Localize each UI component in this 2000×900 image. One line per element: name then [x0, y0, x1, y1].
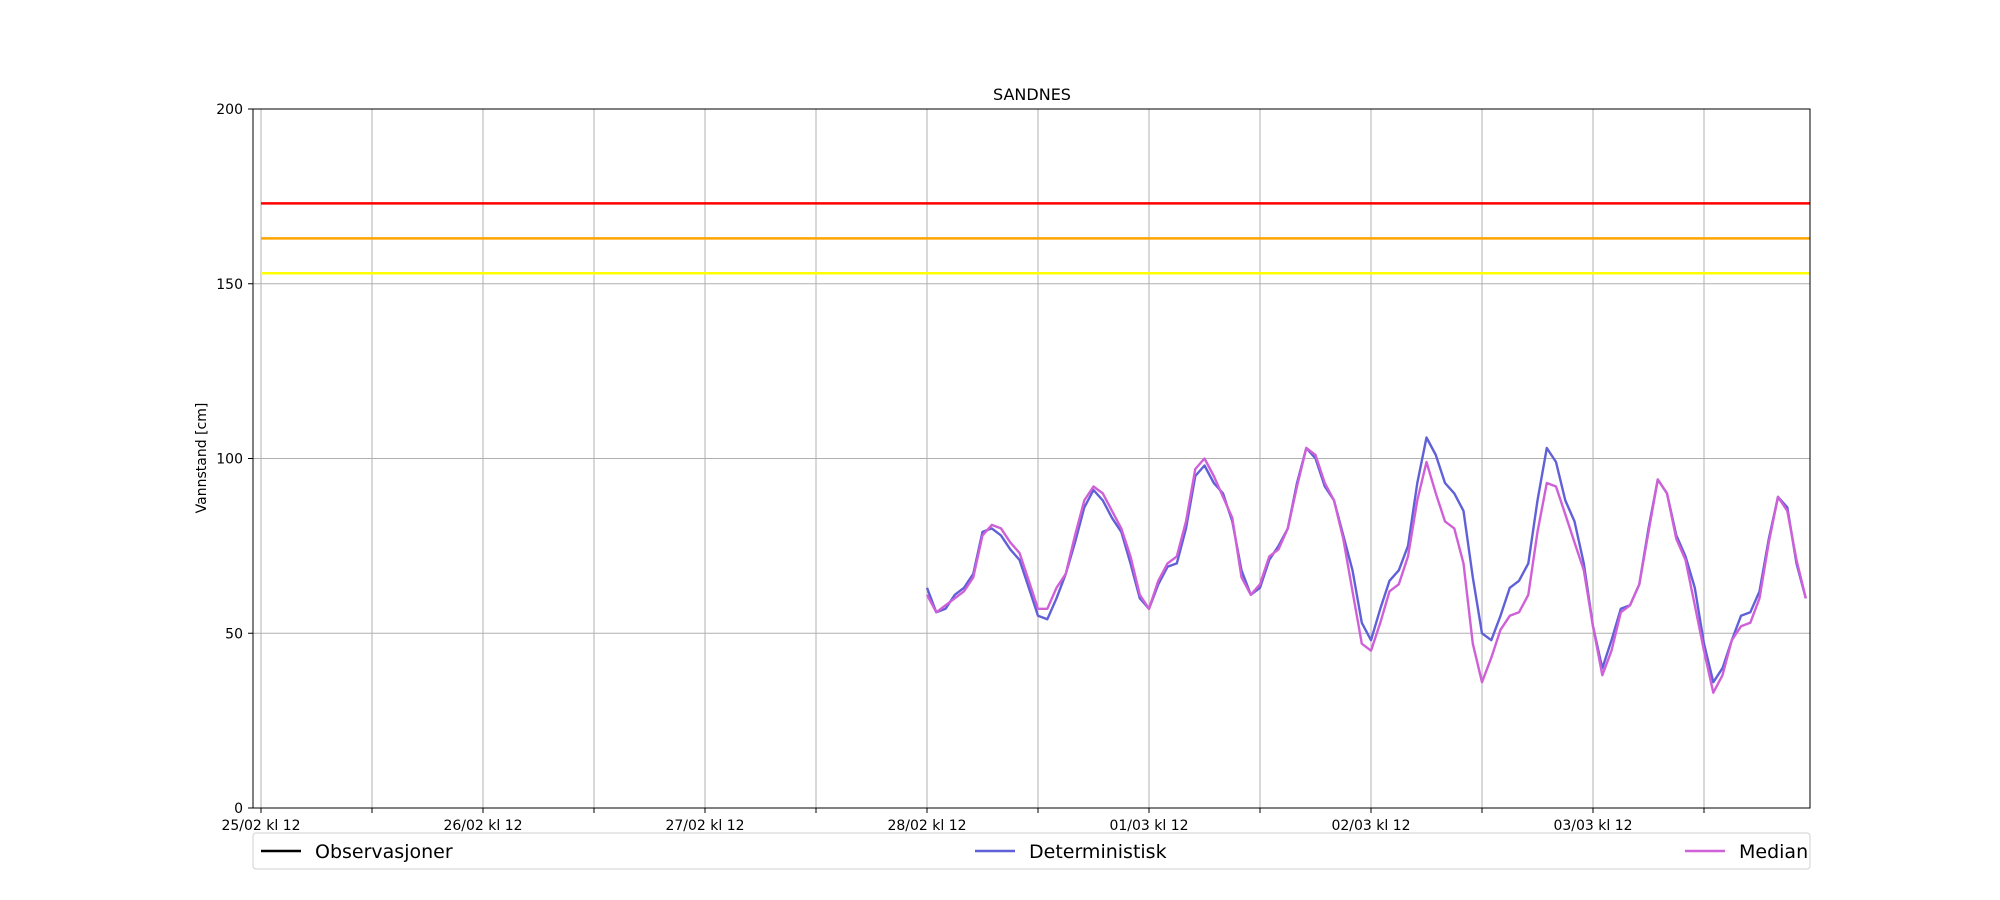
y-tick-label: 200	[216, 102, 243, 118]
y-tick-label: 0	[234, 801, 243, 817]
legend: Observasjoner Deterministisk Median	[252, 832, 1811, 870]
legend-label: Deterministisk	[1029, 841, 1167, 863]
gridlines	[253, 108, 1810, 809]
legend-frame	[252, 832, 1811, 870]
series-line-median	[925, 446, 1807, 694]
x-tick-label: 25/02 kl 12	[221, 818, 300, 834]
series-lines	[925, 436, 1807, 694]
y-tick-label: 150	[216, 277, 243, 293]
y-tick-label: 50	[225, 626, 243, 642]
x-tick-label: 28/02 kl 12	[887, 818, 966, 834]
x-tick-label: 01/03 kl 12	[1109, 818, 1188, 834]
y-axis: 0 50 100 150 200	[216, 102, 253, 817]
y-tick-label: 100	[216, 452, 243, 468]
x-tick-label: 02/03 kl 12	[1331, 818, 1410, 834]
threshold-lines	[261, 202, 1810, 275]
chart-title: SANDNES	[993, 85, 1071, 104]
series-line-deterministisk	[925, 436, 1807, 684]
legend-label: Observasjoner	[315, 841, 453, 863]
y-axis-label: Vannstand [cm]	[194, 403, 210, 514]
x-tick-label: 03/03 kl 12	[1553, 818, 1632, 834]
x-axis: 25/02 kl 12 26/02 kl 12 27/02 kl 12 28/02 k…	[221, 808, 1705, 834]
x-tick-label: 26/02 kl 12	[443, 818, 522, 834]
legend-label: Median	[1739, 841, 1808, 863]
x-tick-label: 27/02 kl 12	[665, 818, 744, 834]
